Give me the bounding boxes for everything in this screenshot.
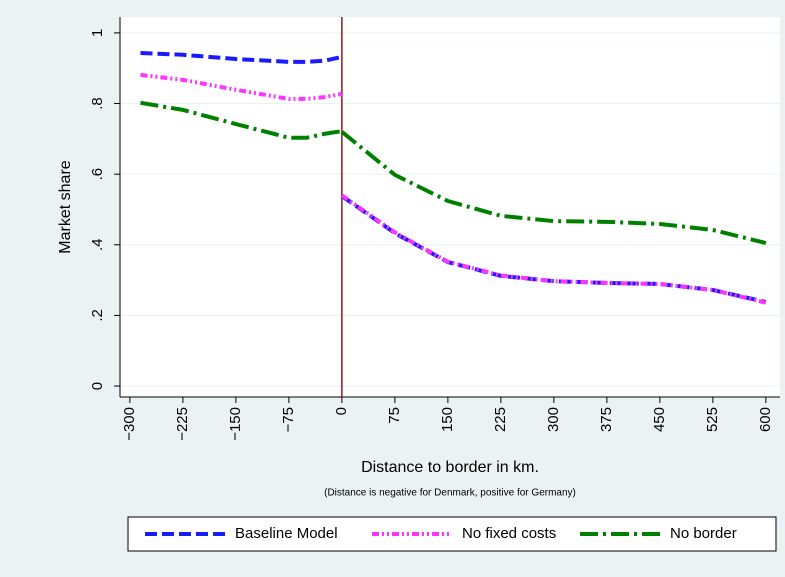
legend-label: No fixed costs (462, 525, 556, 542)
line-series (140, 51, 343, 64)
y-axis-label: Market share (57, 160, 74, 253)
x-tick-label: 150 (439, 407, 456, 432)
x-axis-label: Distance to border in km. (361, 459, 539, 476)
note: (Distance is negative for Denmark, posit… (324, 488, 576, 499)
legend-label: Baseline Model (235, 525, 338, 542)
x-tick-label: −150 (227, 407, 244, 441)
x-tick-label: 375 (598, 407, 615, 432)
line-series (140, 100, 343, 140)
y-tick-label: .6 (89, 168, 106, 181)
x-tick-label: 0 (333, 407, 350, 415)
line-series (340, 130, 767, 245)
x-tick-label: −225 (174, 407, 191, 441)
y-tick-label: .2 (89, 309, 106, 322)
line-series (140, 72, 343, 101)
y-tick-label: 1 (89, 29, 106, 37)
line-series (340, 193, 767, 305)
x-tick-label: 75 (386, 407, 403, 424)
x-tick-label: 600 (757, 407, 774, 432)
y-tick-label: .4 (89, 239, 106, 252)
x-tick-label: 225 (492, 407, 509, 432)
x-tick-label: −75 (280, 407, 297, 432)
y-tick-label: 0 (89, 382, 106, 390)
plot-area (120, 17, 780, 397)
y-tick-label: .8 (89, 97, 106, 110)
line-series (340, 194, 767, 304)
x-tick-label: 300 (545, 407, 562, 432)
x-tick-label: 525 (704, 407, 721, 432)
x-tick-label: 450 (651, 407, 668, 432)
x-tick-label: −300 (121, 407, 138, 441)
legend-box (127, 516, 777, 552)
legend-label: No border (670, 525, 737, 542)
